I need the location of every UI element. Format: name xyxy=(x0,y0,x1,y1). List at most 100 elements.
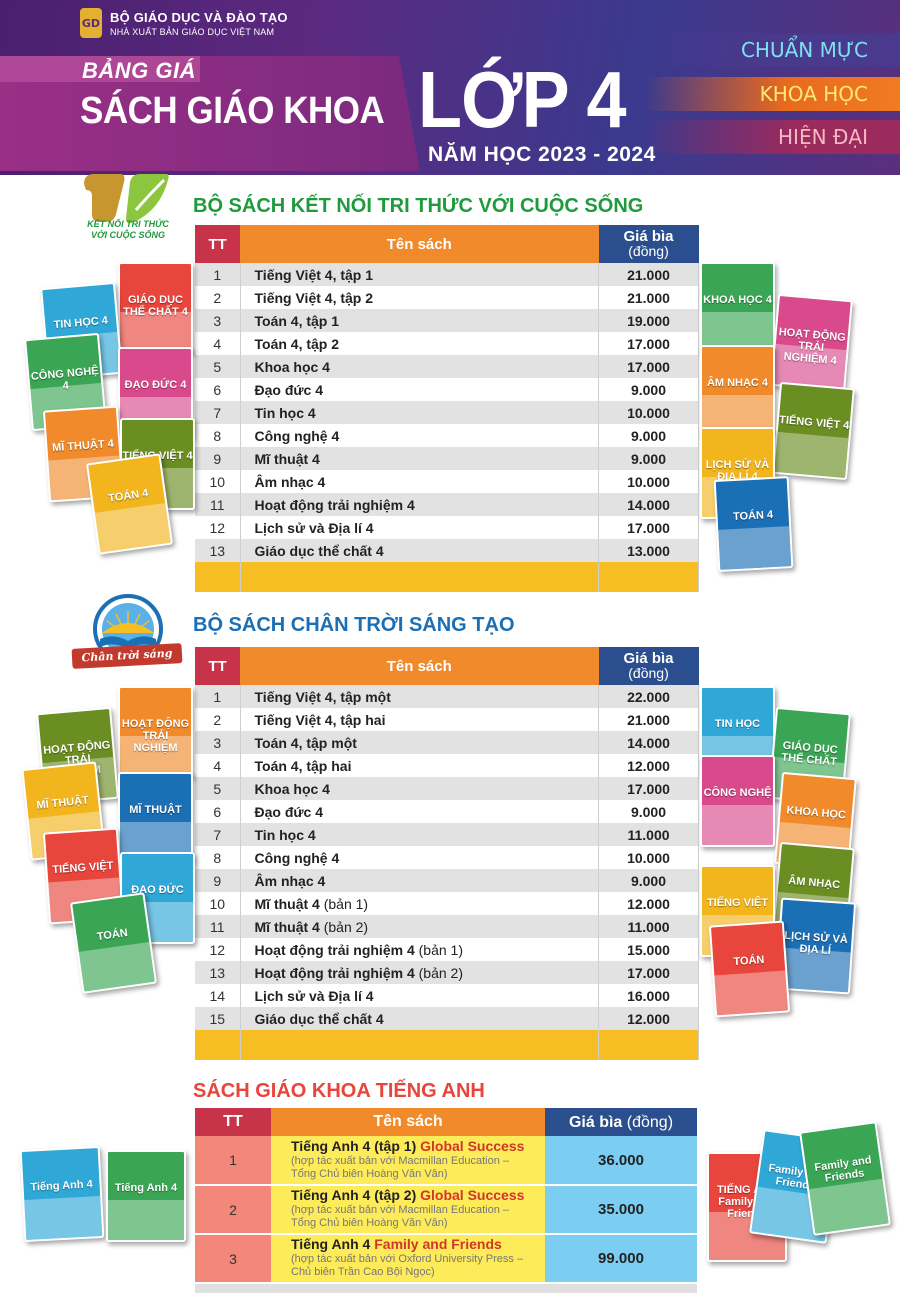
book-price: 21.000 xyxy=(598,708,699,731)
book-price: 19.000 xyxy=(598,309,699,332)
book-cover-image: Tiếng Anh 4 xyxy=(106,1150,186,1242)
row-number: 1 xyxy=(195,263,241,286)
table-row: 13 Giáo dục thể chất 4 13.000 xyxy=(195,539,699,562)
book-price: 15.000 xyxy=(598,938,699,961)
table-row: 9 Mĩ thuật 4 9.000 xyxy=(195,447,699,470)
book-cover-title: LỊCH SỬ VÀ ĐỊA LÍ xyxy=(783,929,849,958)
book-name: Khoa học 4 xyxy=(254,358,330,375)
book-name: Tiếng Việt 4, tập hai xyxy=(254,711,386,728)
book-name-cell: Toán 4, tập một xyxy=(240,731,599,754)
book-name: Lịch sử và Địa lí 4 xyxy=(254,987,374,1004)
book-cover-title: TIN HỌC 4 xyxy=(53,314,109,332)
book-cover-image: Tiếng Anh 4 xyxy=(19,1145,105,1243)
row-number: 4 xyxy=(195,332,241,355)
book-price: 17.000 xyxy=(598,961,699,984)
book-name: Tiếng Anh 4 (tập 2) xyxy=(291,1187,421,1203)
book-name-cell: Hoạt động trải nghiệm 4 (bản 1) xyxy=(240,938,599,961)
book-name-cell: Công nghệ 4 xyxy=(240,846,599,869)
table-row: 8 Công nghệ 4 9.000 xyxy=(195,424,699,447)
book-cover-image: KHOA HỌC 4 xyxy=(700,262,775,354)
book-name-cell: Mĩ thuật 4 (bản 2) xyxy=(240,915,599,938)
book-cover-title: GIÁO DỤC THỂ CHẤT 4 xyxy=(123,294,188,318)
table-header-row: TT Tên sách Giá bìa (đồng) xyxy=(195,225,699,263)
book-name: Tin học 4 xyxy=(254,826,316,843)
book-name-cell: Mĩ thuật 4 xyxy=(240,447,599,470)
row-number: 3 xyxy=(195,731,241,754)
book-name: Hoạt động trải nghiệm 4 xyxy=(254,496,415,513)
book-name: Toán 4, tập một xyxy=(254,734,357,751)
kntt-logo-text: KẾT NỐI TRI THỨC VỚI CUỘC SỐNG xyxy=(87,219,169,240)
row-number: 14 xyxy=(195,984,241,1007)
book-name-cell: Tiếng Anh 4 Family and Friends (hợp tác x… xyxy=(271,1234,545,1284)
book-cover-image: TOÁN 4 xyxy=(713,476,794,572)
table-row: 11 Hoạt động trải nghiệm 4 14.000 xyxy=(195,493,699,516)
book-name-cell: Lịch sử và Địa lí 4 xyxy=(240,984,599,1007)
book-cover-title: TIẾNG VIỆT 4 xyxy=(778,413,850,433)
page-header: GD BỘ GIÁO DỤC VÀ ĐÀO TẠO NHÀ XUẤT BẢN G… xyxy=(0,0,900,175)
table-header-row: TT Tên sách Giá bìa (đồng) xyxy=(195,1108,697,1136)
book-name-cell: Toán 4, tập 1 xyxy=(240,309,599,332)
book-name: Giáo dục thể chất 4 xyxy=(254,1010,384,1027)
book-price: 10.000 xyxy=(598,470,699,493)
book-name: Hoạt động trải nghiệm 4 xyxy=(254,941,415,958)
book-name-cell: Tiếng Việt 4, tập một xyxy=(240,685,599,708)
table-row: 1 Tiếng Việt 4, tập 1 21.000 xyxy=(195,263,699,286)
book-cover-title: Family and Friends xyxy=(813,1154,873,1185)
book-cover-title: CÔNG NGHỆ 4 xyxy=(30,365,100,393)
col-price: Giá bìa (đồng) xyxy=(545,1108,697,1136)
table-row: 4 Toán 4, tập hai 12.000 xyxy=(195,754,699,777)
book-price: 10.000 xyxy=(598,401,699,424)
book-name-cell: Hoạt động trải nghiệm 4 xyxy=(240,493,599,516)
row-number: 10 xyxy=(195,892,241,915)
book-name-cell: Giáo dục thể chất 4 xyxy=(240,1007,599,1030)
book-name-cell: Đạo đức 4 xyxy=(240,378,599,401)
book-price: 9.000 xyxy=(598,869,699,892)
book-name-cell: Tin học 4 xyxy=(240,823,599,846)
book-name: Âm nhạc 4 xyxy=(254,872,326,889)
book-name: Toán 4, tập 1 xyxy=(254,312,340,329)
table-row: 5 Khoa học 4 17.000 xyxy=(195,777,699,800)
book-cover-title: TIẾNG VIỆT xyxy=(706,897,769,909)
book-price: 17.000 xyxy=(598,355,699,378)
row-number: 5 xyxy=(195,355,241,378)
book-name-cell: Tiếng Việt 4, tập 1 xyxy=(240,263,599,286)
table-row: 13 Hoạt động trải nghiệm 4 (bản 2) 17.000 xyxy=(195,961,699,984)
kntt-logo-icon xyxy=(84,174,169,224)
book-publisher-note: (hợp tác xuất bản với Macmillan Educatio… xyxy=(291,1154,510,1167)
publisher-name: NHÀ XUẤT BẢN GIÁO DỤC VIỆT NAM xyxy=(110,26,275,37)
book-name: Đạo đức 4 xyxy=(254,803,324,820)
table-row: 12 Hoạt động trải nghiệm 4 (bản 1) 15.000 xyxy=(195,938,699,961)
table-row: 14 Lịch sử và Địa lí 4 16.000 xyxy=(195,984,699,1007)
book-price: 99.000 xyxy=(545,1234,697,1284)
book-cover-title: TOÁN 4 xyxy=(107,487,150,505)
row-number: 7 xyxy=(195,401,241,424)
book-series: Family and Friends xyxy=(374,1236,502,1252)
table-row: 5 Khoa học 4 17.000 xyxy=(195,355,699,378)
table-row: 2 Tiếng Việt 4, tập 2 21.000 xyxy=(195,286,699,309)
book-price: 35.000 xyxy=(545,1185,697,1235)
table-footer-bar xyxy=(195,1030,699,1060)
book-price: 12.000 xyxy=(598,1007,699,1030)
book-cover-image: GIÁO DỤC THỂ CHẤT 4 xyxy=(118,262,193,354)
book-cover-title: KHOA HỌC xyxy=(786,804,847,822)
tag-chuan-muc: CHUẨN MỰC xyxy=(645,33,900,67)
book-cover-image: TIẾNG VIỆT 4 xyxy=(772,381,855,481)
book-cover-title: GIÁO DỤC THỂ CHẤT xyxy=(780,739,839,769)
table-row: 6 Đạo đức 4 9.000 xyxy=(195,378,699,401)
book-cover-title: CÔNG NGHỆ xyxy=(703,787,772,799)
row-number: 13 xyxy=(195,961,241,984)
book-price: 10.000 xyxy=(598,846,699,869)
table-footer-bar xyxy=(195,1283,697,1293)
col-tt: TT xyxy=(195,647,240,685)
book-name-cell: Công nghệ 4 xyxy=(240,424,599,447)
table-row: 1 Tiếng Anh 4 (tập 1) Global Success (hợp … xyxy=(195,1136,697,1186)
title-band-top xyxy=(0,56,200,82)
row-number: 3 xyxy=(195,309,241,332)
book-cover-title: ĐẠO ĐỨC xyxy=(131,884,184,896)
book-cover-image: TOÁN xyxy=(708,920,791,1018)
book-publisher-note: (hợp tác xuất bản với Oxford University … xyxy=(291,1253,524,1265)
table-row: 15 Giáo dục thể chất 4 12.000 xyxy=(195,1007,699,1030)
book-series: Global Success xyxy=(420,1137,525,1154)
book-price: 21.000 xyxy=(598,263,699,286)
book-name-cell: Giáo dục thể chất 4 xyxy=(240,539,599,562)
